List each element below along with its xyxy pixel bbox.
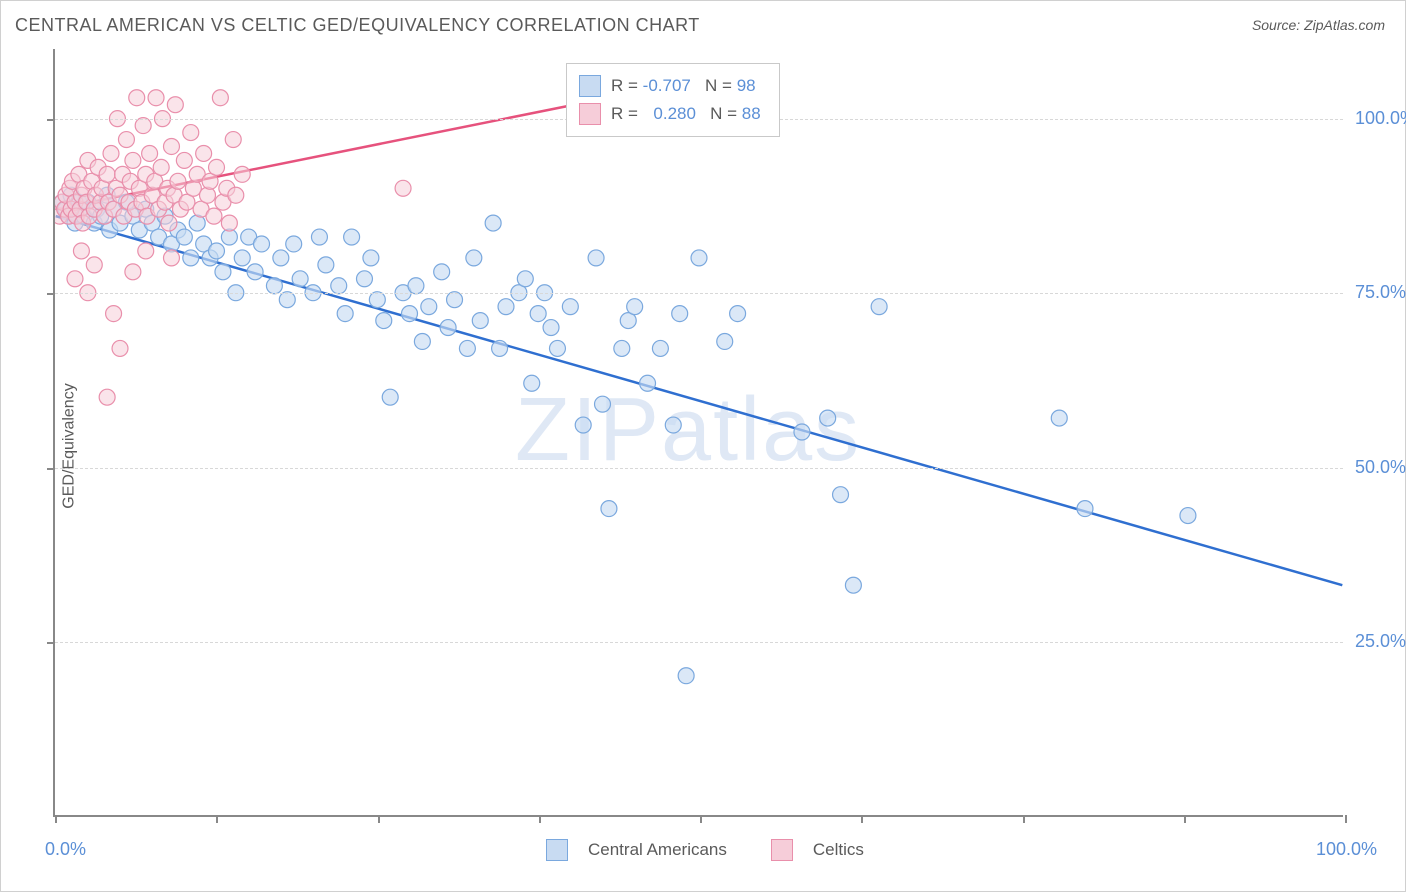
watermark: ZIPatlas xyxy=(515,379,861,482)
r-label: R = xyxy=(611,72,643,100)
r-value-1: -0.707 xyxy=(643,72,691,100)
source-label: Source: ZipAtlas.com xyxy=(1252,17,1385,33)
swatch-pink-icon xyxy=(771,839,793,861)
y-tick-label: 75.0% xyxy=(1355,282,1406,303)
n-label: N = xyxy=(696,100,742,128)
chart-svg xyxy=(55,49,1343,815)
n-value-1: 98 xyxy=(737,72,756,100)
legend-series-2: Celtics xyxy=(813,840,864,860)
series-legend: Central Americans Celtics xyxy=(546,839,864,861)
n-value-2: 88 xyxy=(742,100,761,128)
plot-area: ZIPatlas xyxy=(53,49,1343,817)
correlation-legend: R = -0.707 N = 98 R = 0.280 N = 88 xyxy=(566,63,780,137)
y-tick-label: 100.0% xyxy=(1355,108,1406,129)
r-value-2: 0.280 xyxy=(643,100,696,128)
x-min-label: 0.0% xyxy=(45,839,86,860)
swatch-blue-icon xyxy=(546,839,568,861)
legend-row-2: R = 0.280 N = 88 xyxy=(579,100,761,128)
chart-title: CENTRAL AMERICAN VS CELTIC GED/EQUIVALEN… xyxy=(15,15,700,36)
n-label: N = xyxy=(691,72,737,100)
r-label: R = xyxy=(611,100,643,128)
legend-row-1: R = -0.707 N = 98 xyxy=(579,72,761,100)
swatch-blue-icon xyxy=(579,75,601,97)
chart-container: CENTRAL AMERICAN VS CELTIC GED/EQUIVALEN… xyxy=(0,0,1406,892)
legend-series-1: Central Americans xyxy=(588,840,727,860)
y-tick-label: 50.0% xyxy=(1355,457,1406,478)
swatch-pink-icon xyxy=(579,103,601,125)
x-max-label: 100.0% xyxy=(1316,839,1377,860)
y-tick-label: 25.0% xyxy=(1355,631,1406,652)
